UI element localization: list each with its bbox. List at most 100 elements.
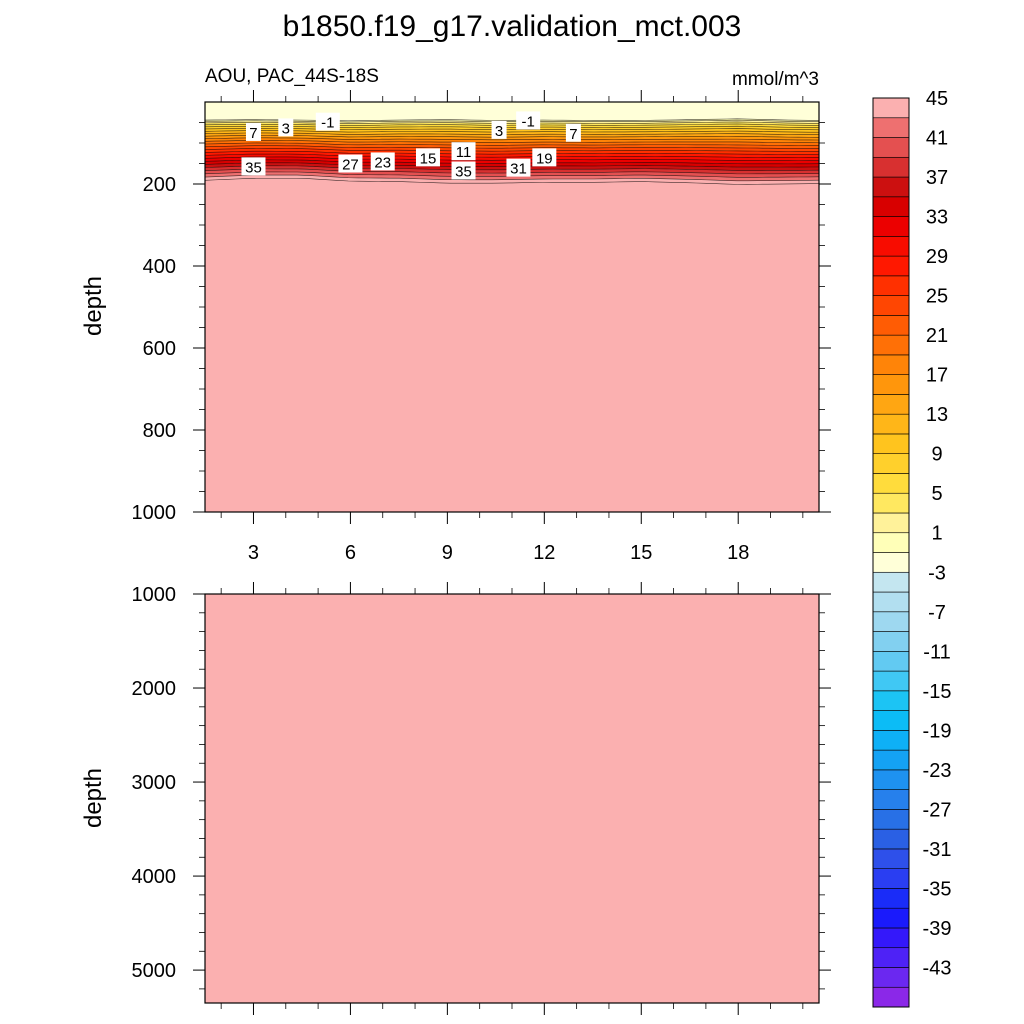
colorbar-box: [872, 947, 910, 968]
lower-ytick-label: 2000: [132, 678, 177, 700]
contour-line-19: [204, 140, 820, 144]
colorbar-box: [872, 809, 910, 830]
contour-label: 7: [245, 122, 261, 142]
colorbar-box: [872, 196, 910, 217]
lower-background-fill: [205, 594, 819, 1003]
contour-label-text: -1: [321, 115, 334, 132]
contour-label: 23: [370, 152, 395, 171]
colorbar-box: [872, 769, 910, 790]
contour-label-text: 11: [456, 144, 472, 161]
contour-label-text: 35: [245, 159, 262, 176]
upper-xtick-label: 18: [727, 542, 749, 564]
colorbar-box: [872, 492, 910, 514]
colorbar-label: -15: [923, 681, 952, 703]
aou-band-21: [205, 142, 819, 149]
aou-band-15: [205, 135, 819, 140]
colorbar-box: [872, 512, 910, 534]
colorbar-box: [872, 690, 910, 711]
colorbar-label: 17: [926, 365, 948, 387]
contour-label-text: 35: [455, 163, 472, 180]
colorbar-box: [872, 433, 910, 454]
colorbar-box: [872, 413, 910, 435]
contour-label-box: [315, 112, 340, 131]
colorbar-box: [872, 848, 910, 869]
colorbar-box: [872, 888, 910, 909]
contour-label-box: [516, 111, 541, 130]
contour-line-7: [204, 125, 820, 128]
upper-ytick-label: 800: [143, 420, 176, 442]
lower-ytick-label: 5000: [132, 960, 177, 982]
upper-xtick-label: 12: [533, 542, 555, 564]
colorbar-box: [872, 117, 910, 138]
colorbar-box: [872, 354, 910, 375]
contour-line-29: [204, 153, 820, 158]
contour-label-text: 19: [536, 150, 553, 167]
negative-aou-band: [205, 102, 819, 121]
colorbar-box: [872, 710, 910, 731]
contour-label-box: [506, 158, 531, 177]
contour-line-17: [204, 137, 820, 141]
contour-label: 35: [241, 157, 266, 176]
contour-line-5: [204, 123, 820, 126]
contour-label: 11: [451, 142, 476, 161]
contour-label: -1: [516, 111, 541, 130]
contour-label-box: [565, 123, 581, 142]
contour-line-27: [204, 150, 820, 155]
colorbar-label: -31: [923, 839, 952, 861]
contour-label-box: [532, 148, 557, 167]
colorbar-box: [872, 255, 910, 277]
upper-xtick-label: 9: [442, 542, 453, 564]
colorbar-box: [872, 828, 910, 850]
colorbar-box: [872, 986, 910, 1008]
contour-line-11: [204, 130, 820, 133]
upper-xtick-label: 6: [345, 542, 356, 564]
contour-label: -1: [315, 112, 340, 132]
aou-band-25: [205, 148, 819, 155]
contour-label-box: [370, 152, 395, 171]
contour-label: 3: [491, 120, 507, 140]
contour-label: 31: [506, 158, 531, 178]
contour-label-box: [338, 154, 363, 173]
colorbar-box: [872, 670, 910, 692]
contour-label-text: 7: [249, 125, 257, 142]
contour-label: 7: [565, 123, 581, 143]
lower-axes: 1000 2000 3000 4000 5000: [132, 582, 831, 1015]
contour-label-text: 7: [569, 126, 577, 143]
figure-title: b1850.f19_g17.validation_mct.003: [283, 10, 742, 43]
contour-line-1: [204, 119, 820, 123]
colorbar-label: 13: [926, 404, 948, 426]
lower-ylabel: depth: [80, 768, 107, 828]
contour-line-21: [204, 142, 820, 146]
colorbar-label: -23: [923, 760, 952, 782]
colorbar-box: [872, 453, 910, 474]
colorbar-box: [872, 927, 910, 949]
colorbar-label: 33: [926, 207, 948, 229]
contour-label-text: 3: [282, 120, 290, 137]
contour-line--1: [204, 118, 820, 122]
colorbar-box: [872, 137, 910, 158]
colorbar-label: 9: [931, 444, 942, 466]
aou-band-11: [205, 130, 819, 135]
colorbar-box: [872, 394, 910, 415]
colorbar-box: [872, 611, 910, 632]
contour-line-23: [204, 145, 820, 149]
colorbar-box: [872, 334, 910, 356]
aou-band-23: [205, 145, 819, 152]
contour-label-text: -1: [521, 113, 534, 130]
contour-label-box: [415, 148, 440, 167]
upper-xtick-label: 3: [248, 542, 259, 564]
contour-label: 27: [338, 154, 363, 174]
colorbar-label: 5: [931, 483, 942, 505]
contour-label-box: [245, 122, 261, 141]
upper-ylabel: depth: [80, 276, 107, 336]
colorbar-box: [872, 591, 910, 613]
contour-label-box: [451, 161, 476, 180]
colorbar-box: [872, 571, 910, 593]
colorbar-box: [872, 631, 910, 652]
contour-label: 3: [278, 118, 294, 137]
colorbar-label: -11: [923, 641, 950, 663]
contour-label: 19: [532, 148, 557, 167]
contour-label-box: [278, 118, 294, 137]
colorbar-box: [872, 907, 910, 929]
contour-line-9: [204, 128, 820, 131]
